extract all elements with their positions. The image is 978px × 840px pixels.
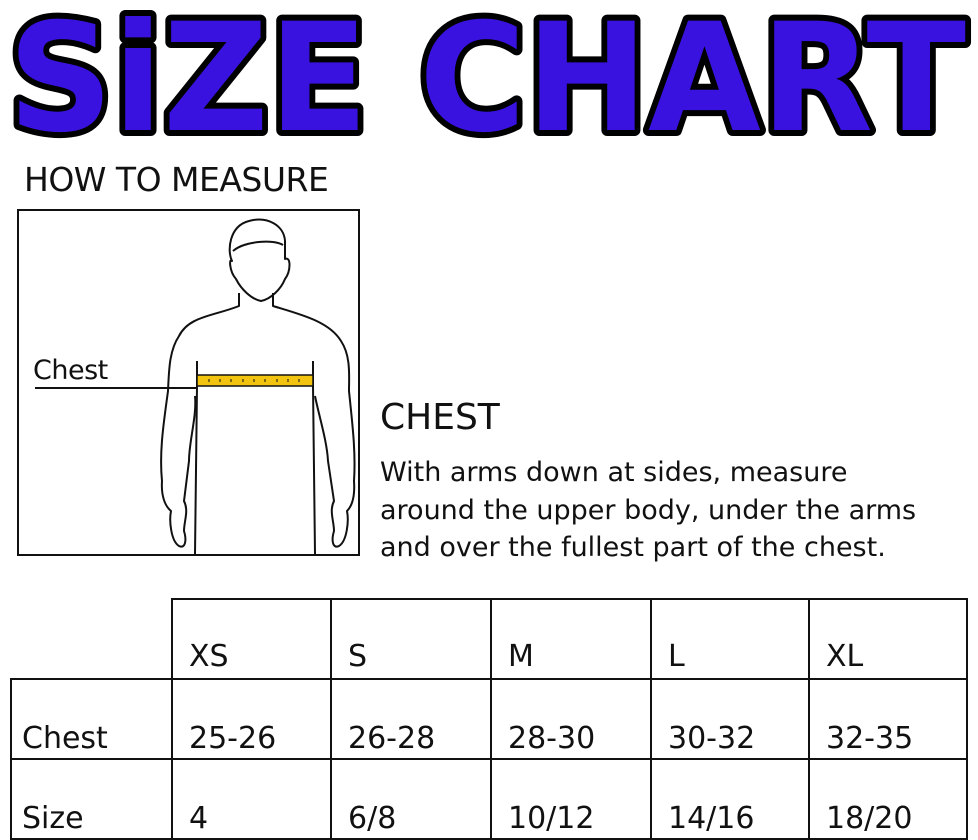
title-text: SiZE CHART	[8, 0, 966, 150]
header-cell-m: M	[490, 598, 652, 680]
measuring-tape	[196, 374, 314, 387]
table-cell: 26-28	[330, 678, 492, 760]
table-cell: 6/8	[330, 758, 492, 840]
chest-heading: CHEST	[380, 397, 500, 438]
table-cell: 30-32	[650, 678, 810, 760]
header-cell-xl: XL	[808, 598, 968, 680]
chest-label: Chest	[33, 355, 108, 386]
table-cell: 32-35	[808, 678, 968, 760]
row-label-chest: Chest	[10, 678, 173, 760]
table-cell: 18/20	[808, 758, 968, 840]
how-to-measure-heading: HOW TO MEASURE	[24, 160, 329, 199]
table-cell: 25-26	[171, 678, 332, 760]
row-label-size: Size	[10, 758, 173, 840]
header-cell-s: S	[330, 598, 492, 680]
chest-instructions: With arms down at sides, measure around …	[380, 454, 978, 567]
instruction-line: and over the fullest part of the chest.	[380, 532, 886, 563]
table-cell: 28-30	[490, 678, 652, 760]
measure-figure: Chest	[17, 209, 360, 556]
table-cell: 4	[171, 758, 332, 840]
instruction-line: With arms down at sides, measure	[380, 457, 848, 488]
table-cell: 10/12	[490, 758, 652, 840]
table-cell: 14/16	[650, 758, 810, 840]
header-cell-xs: XS	[171, 598, 332, 680]
instruction-line: around the upper body, under the arms	[380, 494, 917, 526]
body-outline-illustration	[35, 218, 356, 555]
size-chart-title: SiZE CHART	[2, 0, 972, 150]
header-cell-l: L	[650, 598, 810, 680]
